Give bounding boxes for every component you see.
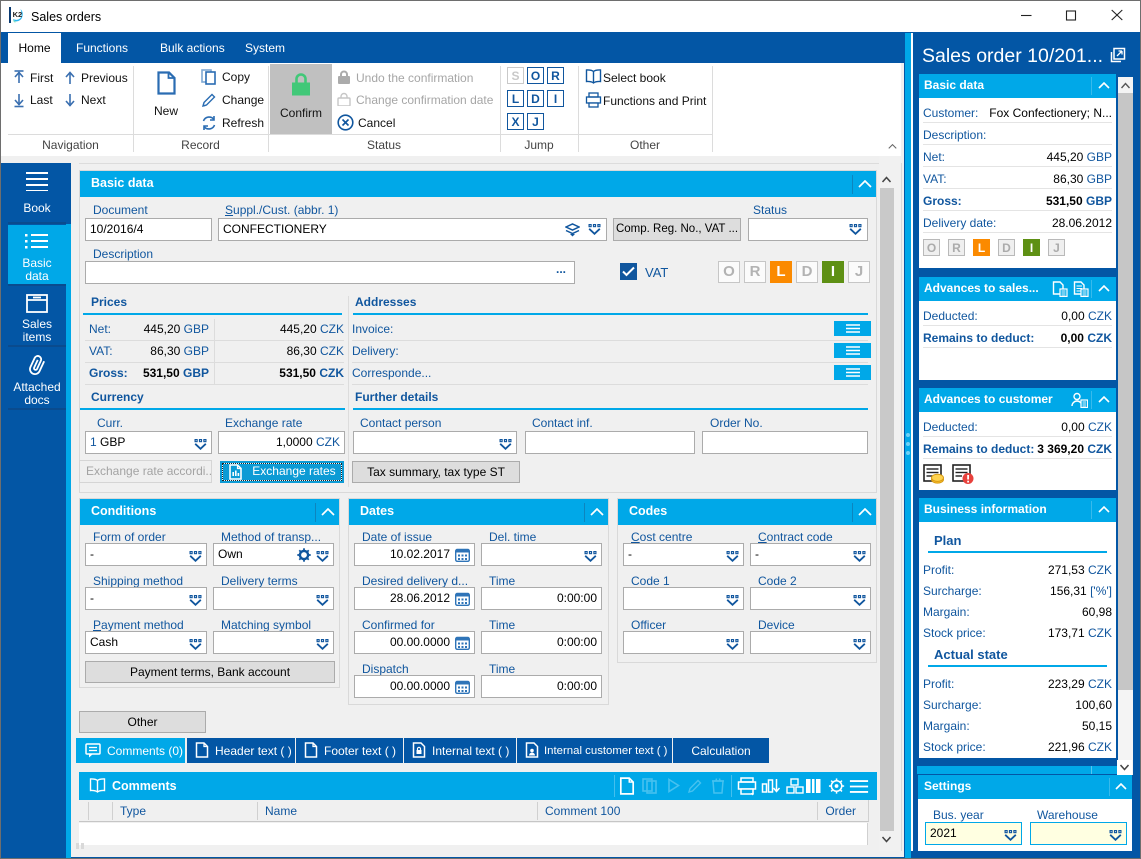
svg-text:K2: K2 <box>13 10 23 19</box>
